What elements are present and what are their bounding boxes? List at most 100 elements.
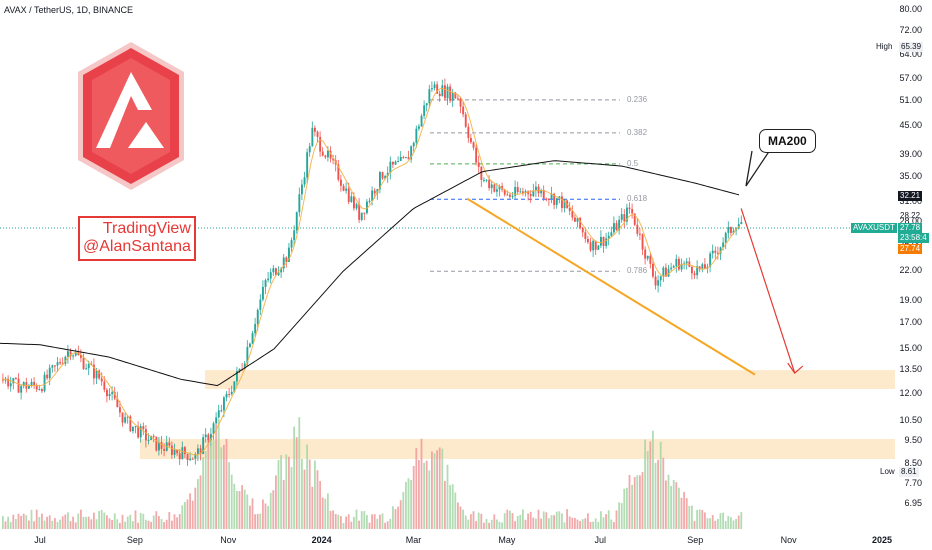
volume-bar [366,515,368,529]
candle-body [662,267,665,277]
volume-bar [540,518,542,529]
volume-bar [418,460,420,529]
candle-body [2,379,4,381]
support-zone-2 [140,439,895,460]
volume-bar [433,453,436,529]
volume-bar [683,492,685,529]
candle-body [727,227,730,233]
volume-bar [685,498,688,529]
candle-body [646,255,649,259]
volume-bar [194,487,197,529]
volume-bar [472,511,475,529]
candle-body [670,267,673,270]
volume-bar [620,503,623,529]
volume-bar [735,518,737,529]
candle-body [574,217,576,222]
volume-bar [384,522,386,529]
volume-bar [264,503,267,529]
volume-bar [199,475,202,529]
volume-bar [628,474,631,529]
volume-bar [358,520,360,529]
volume-bar [503,513,506,529]
candle-body [189,458,192,461]
volume-bar [719,513,722,529]
volume-bar [613,522,615,529]
volume-bar [470,514,472,529]
candle-body [139,426,142,438]
volume-bar [282,480,285,529]
candle-body [342,185,345,191]
candle-body [714,250,717,253]
candle-body [441,85,444,97]
volume-bar [254,514,256,529]
candle-body [95,370,98,379]
candle-body [298,194,301,213]
volume-bar [67,512,69,529]
candle-body [589,242,592,251]
candle-body [308,146,311,153]
candle-body [605,238,608,246]
volume-bar [597,521,600,529]
candle-body [558,196,561,199]
volume-bar [51,520,54,529]
candle-body [431,88,433,90]
ma200-callout: MA200 [759,129,816,153]
candle-body [100,378,103,382]
volume-bar [293,426,295,529]
volume-bar [171,520,173,529]
volume-bar [709,518,711,529]
volume-bar [59,519,61,529]
candle-body [418,126,420,129]
volume-bar [405,481,407,529]
volume-bar [467,519,470,529]
chart-title: AVAX / TetherUS, 1D, BINANCE [4,5,134,15]
candle-body [316,131,319,137]
volume-bar [150,521,152,529]
candle-body [272,268,275,273]
volume-bar [158,516,160,529]
volume-bar [392,506,394,529]
volume-bar [696,509,698,529]
volume-bar [137,522,139,529]
callout-pointer [745,149,771,187]
volume-bar [256,513,259,529]
volume-bar [87,516,90,529]
price-a-tag: 28.22 [900,211,921,220]
candle-body [436,84,439,94]
volume-bar [290,467,293,529]
candle-body [475,147,478,163]
candle-body [420,115,423,127]
candle-body [243,363,246,370]
candle-body [275,268,277,276]
volume-bar [243,489,246,529]
candle-body [563,200,566,209]
candle-body [514,187,517,196]
candle-body [126,416,129,418]
y-tick-label: 15.00 [899,342,922,353]
volume-bar [662,457,665,529]
volume-bar [522,509,524,529]
candle-body [620,214,623,220]
volume-bar [688,505,691,529]
x-tick-label: Nov [220,535,237,545]
volume-bar [33,521,35,529]
candle-body [410,146,413,160]
volume-bar [223,444,225,529]
volume-bar [236,490,238,529]
volume-bar [181,505,184,529]
candle-body [571,210,574,218]
volume-bar [327,493,329,529]
y-tick-label: 35.00 [899,171,922,182]
candle-body [459,98,462,107]
candle-body [191,458,194,460]
candle-body [470,138,472,143]
volume-bar [134,510,137,529]
volume-bar [48,515,51,529]
volume-bar [678,487,680,529]
candle-body [254,323,257,334]
low-value: 8.61 [899,467,919,477]
volume-bar [615,510,618,529]
price-top-tag: 32.21 [898,191,923,201]
candle-body [550,193,553,200]
volume-bar [295,437,298,529]
